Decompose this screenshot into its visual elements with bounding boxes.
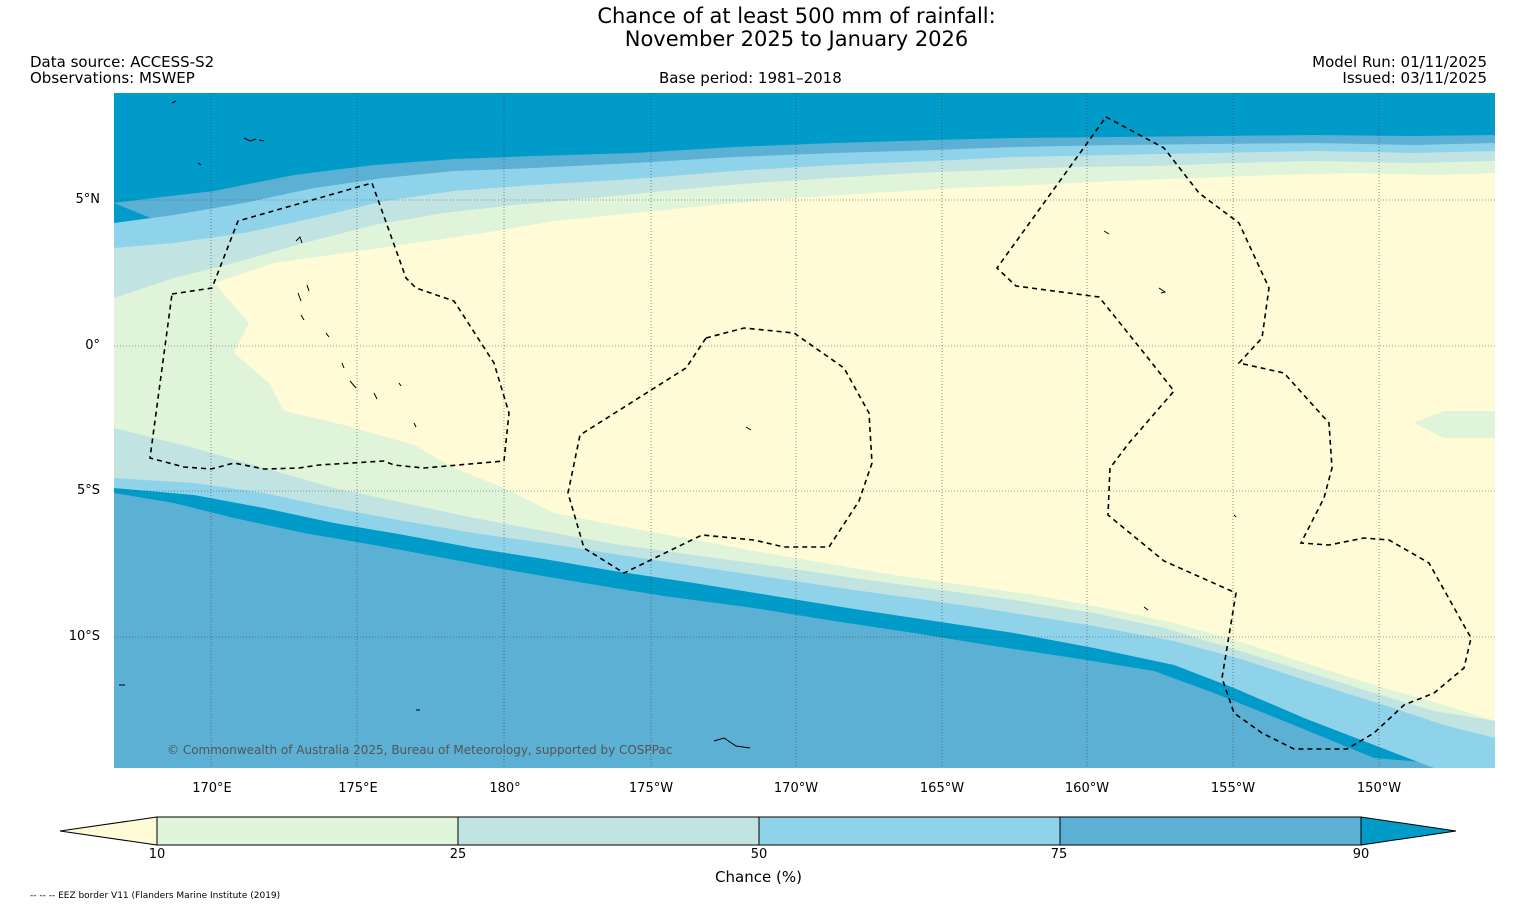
lon-tick-160w: 160°W [1064, 781, 1110, 796]
base-period-label: Base period: 1981–2018 [659, 69, 842, 87]
lon-tick-150w: 150°W [1356, 781, 1402, 796]
lat-tick-0: 0° [85, 338, 100, 353]
colorbar-tick-90: 90 [1352, 847, 1370, 862]
coastlines [119, 100, 1237, 749]
observations-label: Observations: MSWEP [30, 69, 195, 87]
lon-tick-170w: 170°W [773, 781, 819, 796]
lon-tick-175e: 175°E [338, 781, 378, 796]
colorbar-segment-below-10 [59, 816, 158, 846]
colorbar-label: Chance (%) [715, 868, 802, 886]
colorbar [59, 816, 1457, 846]
colorbar-tick-10: 10 [148, 847, 166, 862]
map-title-line-2: November 2025 to January 2026 [624, 27, 969, 51]
eez-kiribati-phoenix [567, 327, 873, 574]
lon-tick-155w: 155°W [1210, 781, 1256, 796]
model-run-label: Model Run: 01/11/2025 [1312, 53, 1487, 71]
band-below-10 [214, 173, 1495, 721]
eez-footnote: -- -- -- EEZ border V11 (Flanders Marine… [30, 891, 281, 901]
colorbar-tick-25: 25 [449, 847, 467, 862]
eez-kiribati-line [995, 115, 1472, 750]
copyright-credit: © Commonwealth of Australia 2025, Bureau… [167, 743, 672, 757]
eez-kiribati-gilbert [149, 182, 510, 470]
colorbar-tick-75: 75 [1050, 847, 1068, 862]
lon-tick-175w: 175°W [628, 781, 674, 796]
colorbar-tick-50: 50 [750, 847, 768, 862]
issued-label: Issued: 03/11/2025 [1342, 69, 1487, 87]
lat-tick-5s: 5°S [76, 483, 100, 498]
colorbar-segment-above-90 [1360, 816, 1457, 846]
lat-tick-5n: 5°N [75, 192, 101, 207]
graticule [114, 93, 1495, 768]
lon-tick-170e: 170°E [192, 781, 232, 796]
colorbar-segment-10-25 [156, 816, 459, 846]
colorbar-segment-75-90 [1059, 816, 1362, 846]
data-source-label: Data source: ACCESS-S2 [30, 53, 215, 71]
colorbar-segment-50-75 [758, 816, 1061, 846]
eez-borders [149, 115, 1472, 750]
lat-tick-10s: 10°S [68, 629, 100, 644]
colorbar-segment-25-50 [457, 816, 760, 846]
lon-tick-165w: 165°W [919, 781, 965, 796]
lon-tick-180: 180° [489, 781, 521, 796]
map-title-line-1: Chance of at least 500 mm of rainfall: [597, 4, 996, 28]
rainfall-probability-map: © Commonwealth of Australia 2025, Bureau… [114, 93, 1495, 768]
